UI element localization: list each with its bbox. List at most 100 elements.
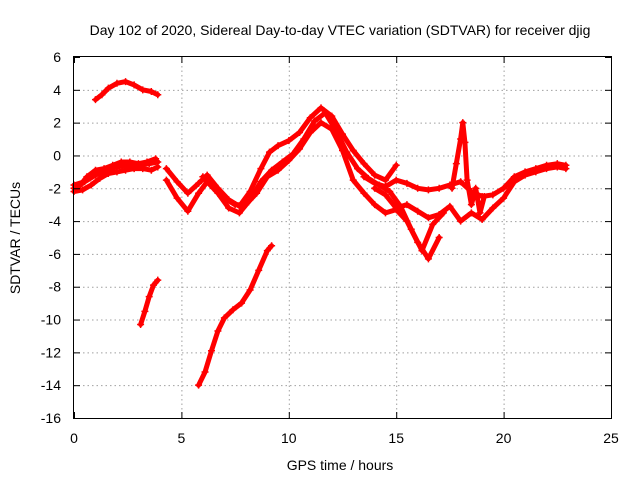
data-point <box>147 166 155 174</box>
data-point <box>274 142 282 150</box>
data-point <box>349 147 357 155</box>
data-point <box>87 181 95 189</box>
data-point <box>371 201 379 209</box>
series-trace <box>93 79 161 103</box>
data-point <box>195 189 203 197</box>
data-point <box>81 178 89 186</box>
data-point <box>339 147 346 155</box>
data-point <box>467 201 475 209</box>
series-arc-right-b <box>371 163 570 225</box>
data-point <box>392 176 400 184</box>
data-point <box>184 207 192 215</box>
series-burst-right <box>448 119 488 217</box>
data-point <box>457 217 465 225</box>
data-point <box>113 163 121 171</box>
y-tick-label: 0 <box>53 147 61 163</box>
data-point <box>102 166 110 174</box>
data-point <box>424 186 432 194</box>
data-point <box>253 189 261 197</box>
series-trace <box>196 243 275 388</box>
data-point <box>137 320 145 328</box>
data-point <box>274 166 282 174</box>
data-point <box>203 171 211 179</box>
y-tick-label: -10 <box>41 312 61 328</box>
data-point <box>265 148 273 156</box>
series-arc-lower-rise <box>195 242 276 389</box>
data-point <box>489 204 497 212</box>
data-point <box>403 179 411 187</box>
y-axis-label: SDTVAR / TECUs <box>7 182 23 294</box>
data-series-group <box>70 78 570 389</box>
data-point <box>321 109 329 117</box>
data-point <box>154 158 162 166</box>
data-point <box>543 165 551 173</box>
data-point <box>448 184 456 192</box>
series-trace <box>138 277 161 327</box>
data-point <box>521 171 529 179</box>
data-point <box>435 211 443 219</box>
data-point <box>381 176 389 184</box>
y-tick-label: -12 <box>41 344 61 360</box>
data-point <box>235 209 243 217</box>
series-arc-steep-left <box>137 276 162 328</box>
data-point <box>459 119 467 127</box>
data-point <box>381 183 389 191</box>
data-point <box>360 189 368 197</box>
data-point <box>145 160 153 168</box>
y-tick-label: 2 <box>53 115 61 131</box>
data-point <box>91 171 99 179</box>
data-point <box>457 135 465 143</box>
series-arc-top-left <box>91 78 162 104</box>
data-point <box>480 192 488 200</box>
data-point <box>381 209 389 217</box>
data-point <box>435 234 443 241</box>
chart-title: Day 102 of 2020, Sidereal Day-to-day VTE… <box>90 22 591 38</box>
data-point <box>386 188 394 196</box>
data-point <box>173 194 181 202</box>
data-point <box>452 160 460 168</box>
data-point <box>489 191 497 199</box>
data-point <box>263 173 271 181</box>
grid-lines <box>74 57 611 418</box>
data-point <box>79 186 87 194</box>
data-point <box>371 184 379 192</box>
data-point <box>403 201 411 209</box>
x-tick-label: 0 <box>70 430 78 446</box>
data-point <box>424 214 432 222</box>
data-point <box>220 194 228 202</box>
data-point <box>173 178 181 186</box>
series-arc-left-mid <box>70 158 162 189</box>
data-point <box>317 119 325 127</box>
data-point <box>360 173 368 181</box>
data-point <box>381 191 389 199</box>
data-point <box>124 161 132 169</box>
data-point <box>476 209 484 217</box>
data-point <box>201 368 209 376</box>
data-point <box>457 178 465 186</box>
data-point <box>210 184 218 192</box>
y-tick-label: -16 <box>41 410 61 426</box>
data-point <box>154 276 162 284</box>
data-point <box>461 138 469 146</box>
data-point <box>255 266 263 274</box>
data-point <box>149 281 157 289</box>
data-point <box>414 184 422 192</box>
data-point <box>263 247 271 255</box>
data-point <box>220 314 228 322</box>
data-point <box>328 125 336 133</box>
series-trace <box>200 120 442 262</box>
series-arc-mid-c <box>199 119 443 263</box>
data-point <box>392 161 400 169</box>
data-point <box>246 286 254 294</box>
data-point <box>199 173 207 181</box>
data-point <box>257 165 265 173</box>
x-tick-label: 10 <box>281 430 297 446</box>
data-point <box>113 79 121 87</box>
data-point <box>122 78 130 86</box>
data-point <box>214 327 222 335</box>
data-point <box>238 299 246 307</box>
data-point <box>510 178 518 186</box>
y-tick-label: -8 <box>49 279 62 295</box>
x-tick-label: 5 <box>178 430 186 446</box>
